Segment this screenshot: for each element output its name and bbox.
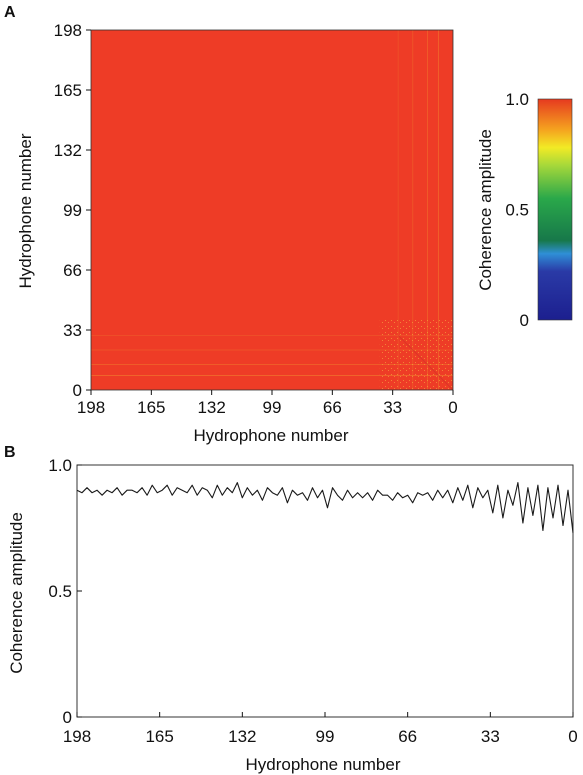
line-x-tick-label: 99: [316, 727, 335, 746]
line-y-tick-label: 1.0: [48, 456, 72, 475]
heatmap-x-ticks: 198 165 132 99 66 33 0: [77, 390, 458, 417]
line-x-tick-label: 165: [145, 727, 173, 746]
heatmap-y-tick-label: 165: [54, 81, 82, 100]
line-y-axis-label: Coherence amplitude: [7, 512, 26, 674]
heatmap-plot: [90, 29, 454, 391]
line-x-tick-label: 33: [481, 727, 500, 746]
line-plot: [76, 464, 574, 718]
heatmap-x-tick-label: 132: [197, 398, 225, 417]
coherence-series-line: [76, 482, 574, 534]
line-x-tick-label: 198: [63, 727, 91, 746]
line-plot-frame: [76, 464, 574, 718]
heatmap-y-axis-label: Hydrophone number: [16, 133, 35, 288]
panel-a-label: A: [4, 4, 16, 21]
heatmap-y-tick-label: 99: [63, 201, 82, 220]
heatmap-y-tick-label: 0: [73, 381, 82, 400]
line-y-tick-label: 0.5: [48, 582, 72, 601]
heatmap-y-ticks: 198 165 132 99 66 33 0: [54, 21, 91, 400]
heatmap-x-tick-label: 66: [323, 398, 342, 417]
heatmap-diagonal: [397, 335, 454, 391]
heatmap-x-tick-label: 0: [448, 398, 457, 417]
heatmap-x-tick-label: 198: [77, 398, 105, 417]
colorbar: [537, 98, 573, 321]
heatmap-x-tick-label: 33: [383, 398, 402, 417]
heatmap-y-tick-label: 132: [54, 141, 82, 160]
heatmap-y-tick-label: 198: [54, 21, 82, 40]
colorbar-ticks: 1.0 0.5 0: [505, 90, 529, 330]
line-x-tick-label: 0: [568, 727, 577, 746]
heatmap-y-tick-label: 66: [63, 261, 82, 280]
heatmap-y-tick-label: 33: [63, 321, 82, 340]
line-x-tick-label: 66: [398, 727, 417, 746]
colorbar-tick-label: 0.5: [505, 201, 529, 220]
line-y-tick-label: 0: [63, 708, 72, 727]
line-x-ticks: 198 165 132 99 66 33 0: [63, 712, 578, 746]
heatmap-x-tick-label: 165: [137, 398, 165, 417]
panel-b-label: B: [4, 444, 16, 461]
heatmap-x-tick-label: 99: [263, 398, 282, 417]
line-x-axis-label: Hydrophone number: [246, 755, 401, 774]
line-y-ticks: 1.0 0.5 0: [48, 456, 82, 727]
line-x-tick-label: 132: [228, 727, 256, 746]
heatmap-x-axis-label: Hydrophone number: [194, 426, 349, 445]
colorbar-tick-label: 0: [520, 311, 529, 330]
colorbar-tick-label: 1.0: [505, 90, 529, 109]
colorbar-label: Coherence amplitude: [476, 129, 495, 291]
